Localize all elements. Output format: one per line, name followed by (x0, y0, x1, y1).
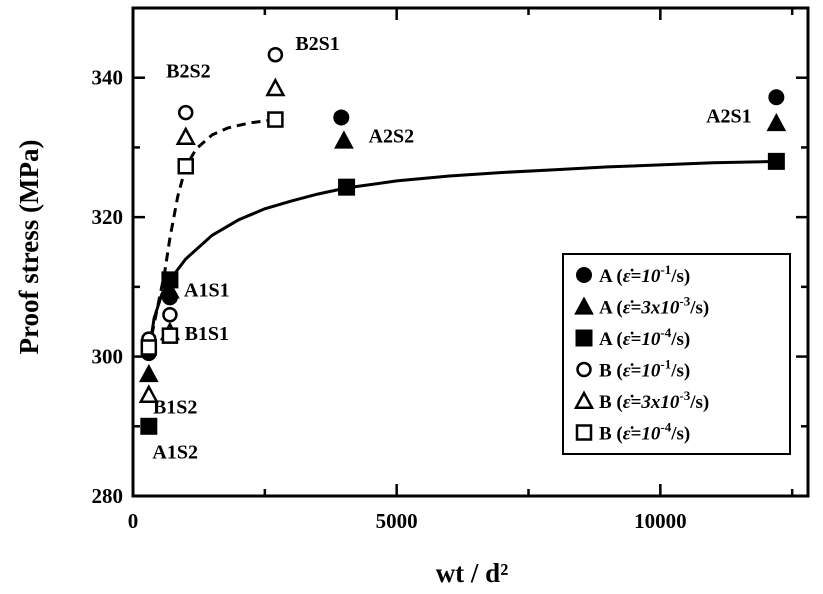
point-label: B2S1 (295, 33, 339, 55)
data-point-s2 (767, 152, 785, 170)
legend-marker (576, 267, 592, 283)
y-tick-label: 300 (92, 345, 124, 369)
data-point-s4 (175, 126, 196, 146)
y-tick-label: 320 (92, 205, 124, 229)
legend-label: B (ε̇=10-1/s) (599, 357, 690, 382)
legend-marker (576, 361, 592, 378)
y-axis-title: Proof stress (MPa) (14, 140, 44, 355)
data-point-s4 (138, 384, 159, 403)
data-point-s0 (768, 89, 785, 106)
x-tick-label: 5000 (376, 509, 418, 533)
legend-box (562, 253, 791, 455)
legend-marker (575, 329, 593, 347)
data-point-s2 (140, 417, 158, 435)
legend-label: B (ε̇=10-4/s) (599, 420, 690, 445)
legend: A (ε̇=10-1/s) A (ε̇=3x10-3/s) A (ε̇=10-4/s… (562, 253, 791, 455)
point-label: A1S1 (184, 280, 230, 302)
x-tick-label: 0 (128, 509, 139, 533)
data-point-s2 (338, 178, 356, 196)
data-point-s5 (140, 339, 158, 356)
data-point-s3 (267, 46, 284, 63)
data-point-s1 (766, 112, 787, 132)
data-point-s4 (265, 77, 286, 97)
data-point-s5 (161, 327, 179, 344)
plot-frame (131, 6, 810, 498)
legend-label: A (ε̇=10-1/s) (599, 262, 690, 287)
legend-label: B (ε̇=3x10-3/s) (599, 388, 709, 413)
point-annotations: B2S2 B2S1 A2S2 A2S1 A1S1 B1S1 B1S2 A1S2 (152, 33, 751, 464)
x-tick-label: 10000 (634, 509, 687, 533)
point-label: B1S1 (185, 323, 229, 345)
point-label: A2S1 (706, 105, 752, 127)
data-point-s0 (333, 109, 350, 126)
data-point-s1 (138, 363, 159, 383)
y-tick-label: 280 (92, 484, 124, 508)
data-points (138, 46, 787, 435)
data-point-s3 (177, 104, 194, 121)
point-label: B2S2 (166, 61, 210, 83)
data-point-s5 (267, 111, 284, 128)
data-point-s1 (160, 280, 180, 299)
point-label: A1S2 (152, 441, 198, 463)
data-point-s2 (161, 271, 179, 289)
legend-marker (574, 296, 594, 315)
legend-marker (573, 390, 595, 410)
data-point-s5 (177, 158, 194, 175)
x-axis-title: wt / d² (436, 558, 509, 588)
point-label: A2S2 (369, 126, 415, 148)
legend-label: A (ε̇=10-4/s) (599, 325, 690, 350)
axes: 0 5000 10000 280 300 320 340 (92, 6, 810, 533)
data-point-s1 (334, 130, 354, 149)
data-point-s3 (162, 306, 178, 323)
legend-marker (575, 424, 593, 441)
point-label: B1S2 (153, 397, 197, 419)
y-tick-label: 340 (92, 66, 124, 90)
legend-label: A (ε̇=3x10-3/s) (599, 294, 709, 319)
